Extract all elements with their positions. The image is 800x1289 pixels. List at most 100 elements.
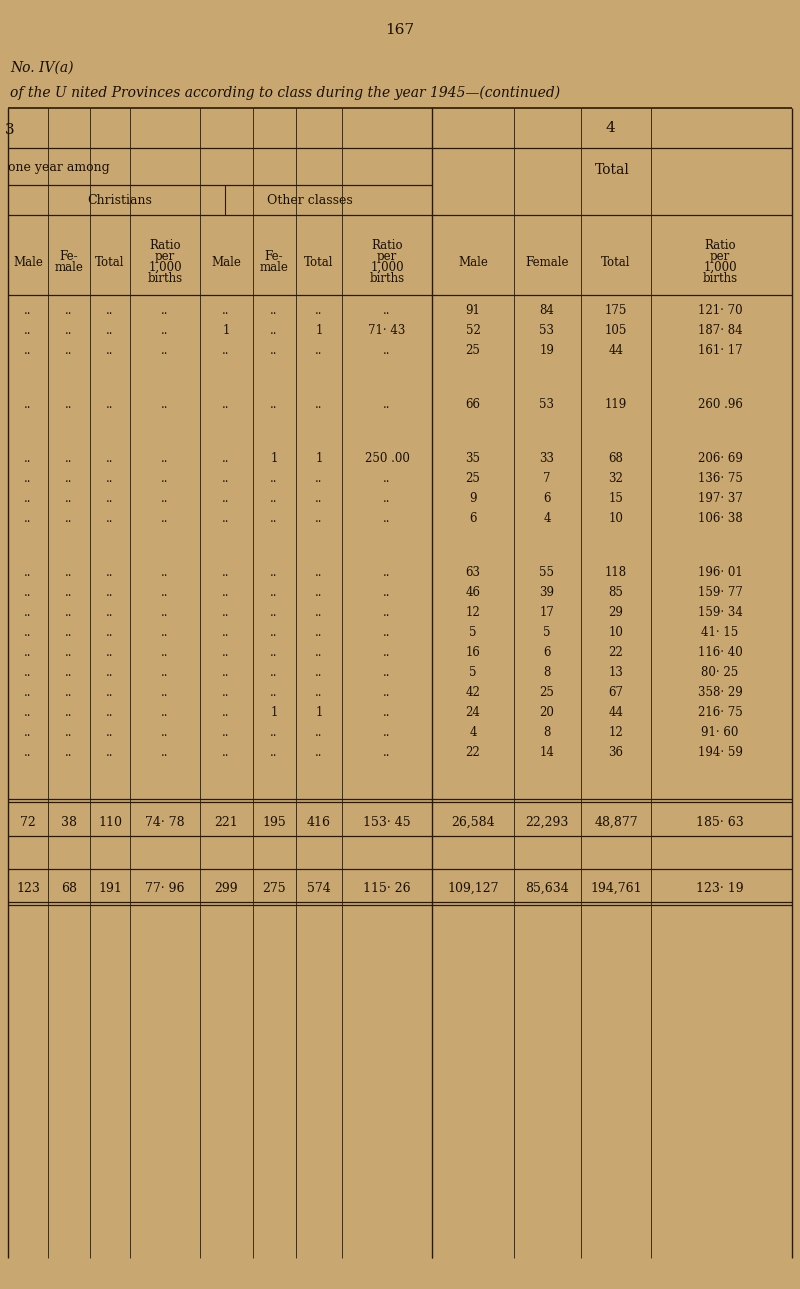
Text: ..: ..: [66, 686, 73, 699]
Text: ..: ..: [383, 397, 390, 410]
Text: 19: 19: [539, 343, 554, 357]
Text: 185· 63: 185· 63: [696, 816, 744, 829]
Text: ..: ..: [315, 512, 322, 525]
Text: ..: ..: [270, 665, 278, 678]
Text: one year among: one year among: [8, 161, 110, 174]
Text: Other classes: Other classes: [267, 193, 353, 206]
Text: ..: ..: [222, 303, 230, 317]
Text: ..: ..: [106, 397, 114, 410]
Text: ..: ..: [270, 472, 278, 485]
Text: ..: ..: [66, 745, 73, 758]
Text: 1: 1: [315, 324, 322, 336]
Text: 22,293: 22,293: [526, 816, 569, 829]
Text: 46: 46: [466, 585, 481, 598]
Text: 10: 10: [609, 625, 623, 638]
Text: 1: 1: [315, 705, 322, 718]
Text: ..: ..: [270, 625, 278, 638]
Text: ..: ..: [222, 665, 230, 678]
Text: ..: ..: [383, 686, 390, 699]
Text: 123· 19: 123· 19: [696, 882, 744, 895]
Text: ..: ..: [66, 585, 73, 598]
Text: 36: 36: [609, 745, 623, 758]
Text: 10: 10: [609, 512, 623, 525]
Text: ..: ..: [270, 686, 278, 699]
Text: ..: ..: [222, 585, 230, 598]
Text: ..: ..: [315, 665, 322, 678]
Text: No. IV(a): No. IV(a): [10, 61, 74, 75]
Text: 9: 9: [470, 491, 477, 504]
Text: ..: ..: [66, 491, 73, 504]
Text: 55: 55: [539, 566, 554, 579]
Text: ..: ..: [383, 343, 390, 357]
Text: Total: Total: [594, 162, 630, 177]
Text: 39: 39: [539, 585, 554, 598]
Text: 24: 24: [466, 705, 481, 718]
Text: ..: ..: [66, 566, 73, 579]
Text: ..: ..: [270, 491, 278, 504]
Text: births: births: [370, 272, 405, 285]
Text: ..: ..: [222, 705, 230, 718]
Text: 12: 12: [609, 726, 623, 739]
Text: 3: 3: [5, 122, 14, 137]
Text: ..: ..: [222, 745, 230, 758]
Text: ..: ..: [315, 472, 322, 485]
Text: 20: 20: [539, 705, 554, 718]
Text: 71· 43: 71· 43: [368, 324, 406, 336]
Text: ..: ..: [24, 606, 32, 619]
Text: ..: ..: [106, 745, 114, 758]
Text: 4: 4: [470, 726, 477, 739]
Text: ..: ..: [106, 606, 114, 619]
Text: ..: ..: [383, 606, 390, 619]
Text: 119: 119: [605, 397, 627, 410]
Text: 1,000: 1,000: [148, 260, 182, 275]
Text: 416: 416: [307, 816, 331, 829]
Text: 123: 123: [16, 882, 40, 895]
Text: 42: 42: [466, 686, 481, 699]
Text: ..: ..: [383, 303, 390, 317]
Text: 74· 78: 74· 78: [145, 816, 185, 829]
Text: ..: ..: [162, 491, 169, 504]
Text: 136· 75: 136· 75: [698, 472, 742, 485]
Text: ..: ..: [106, 491, 114, 504]
Text: 194· 59: 194· 59: [698, 745, 742, 758]
Text: ..: ..: [315, 397, 322, 410]
Text: ..: ..: [383, 585, 390, 598]
Text: 195: 195: [262, 816, 286, 829]
Text: ..: ..: [66, 512, 73, 525]
Text: ..: ..: [270, 512, 278, 525]
Text: 197· 37: 197· 37: [698, 491, 742, 504]
Text: per: per: [710, 250, 730, 263]
Text: ..: ..: [270, 606, 278, 619]
Text: ..: ..: [222, 566, 230, 579]
Text: 206· 69: 206· 69: [698, 451, 742, 464]
Text: 121· 70: 121· 70: [698, 303, 742, 317]
Text: ..: ..: [162, 606, 169, 619]
Text: 66: 66: [466, 397, 481, 410]
Text: Ratio: Ratio: [704, 238, 736, 253]
Text: 106· 38: 106· 38: [698, 512, 742, 525]
Text: ..: ..: [24, 585, 32, 598]
Text: Female: Female: [526, 255, 569, 268]
Text: ..: ..: [162, 646, 169, 659]
Text: Total: Total: [602, 255, 630, 268]
Text: ..: ..: [106, 472, 114, 485]
Text: 250 .00: 250 .00: [365, 451, 410, 464]
Text: ..: ..: [106, 585, 114, 598]
Text: 80· 25: 80· 25: [702, 665, 738, 678]
Text: ..: ..: [270, 343, 278, 357]
Text: 1: 1: [315, 451, 322, 464]
Text: 8: 8: [543, 726, 550, 739]
Text: ..: ..: [24, 324, 32, 336]
Text: 167: 167: [386, 23, 414, 37]
Text: 48,877: 48,877: [594, 816, 638, 829]
Text: ..: ..: [222, 397, 230, 410]
Text: 275: 275: [262, 882, 286, 895]
Text: 4: 4: [605, 121, 615, 135]
Text: 115· 26: 115· 26: [363, 882, 411, 895]
Text: 52: 52: [466, 324, 481, 336]
Text: ..: ..: [106, 665, 114, 678]
Text: ..: ..: [162, 303, 169, 317]
Text: 110: 110: [98, 816, 122, 829]
Text: ..: ..: [222, 451, 230, 464]
Text: 1: 1: [270, 451, 278, 464]
